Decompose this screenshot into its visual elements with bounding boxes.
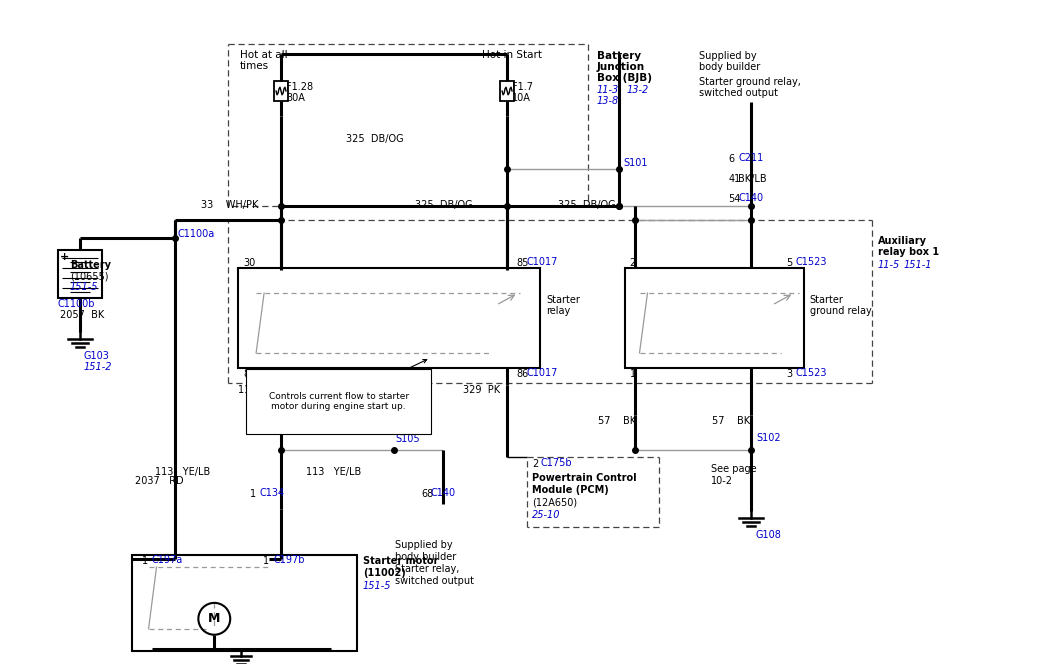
Bar xyxy=(500,81,514,101)
Text: Hot in Start: Hot in Start xyxy=(482,50,542,60)
Text: 151-2: 151-2 xyxy=(84,362,113,372)
Text: 41: 41 xyxy=(728,174,740,184)
Text: 325  DB/OG: 325 DB/OG xyxy=(346,134,403,144)
Text: 10A: 10A xyxy=(512,93,531,103)
Text: relay: relay xyxy=(546,306,570,316)
Text: Starter relay,: Starter relay, xyxy=(395,564,459,574)
Text: 1: 1 xyxy=(251,489,256,499)
Text: +: + xyxy=(60,252,69,262)
Text: 6: 6 xyxy=(728,154,734,164)
Text: Auxiliary: Auxiliary xyxy=(878,236,926,246)
Text: (12A650): (12A650) xyxy=(532,497,577,507)
Text: C140: C140 xyxy=(430,488,455,498)
Text: 325  DB/OG: 325 DB/OG xyxy=(416,200,473,209)
Text: Starter: Starter xyxy=(810,295,844,305)
Text: C1523: C1523 xyxy=(796,257,827,267)
Text: 13-2: 13-2 xyxy=(626,85,648,95)
Text: C140: C140 xyxy=(738,193,763,203)
Text: 5: 5 xyxy=(786,258,792,268)
Text: 2037   RD: 2037 RD xyxy=(135,476,184,486)
Text: 329  PK: 329 PK xyxy=(464,385,500,395)
Text: switched output: switched output xyxy=(395,576,474,586)
Text: Controls current flow to starter
motor during engine start up.: Controls current flow to starter motor d… xyxy=(268,360,427,412)
Text: C211: C211 xyxy=(738,153,763,163)
Text: body builder: body builder xyxy=(395,552,456,562)
Text: Battery: Battery xyxy=(70,260,111,270)
Text: C1100b: C1100b xyxy=(58,299,95,309)
Text: G108: G108 xyxy=(755,530,781,540)
Text: 151-5: 151-5 xyxy=(362,581,392,591)
Text: Starter: Starter xyxy=(546,295,579,305)
Text: times: times xyxy=(240,61,269,71)
Bar xyxy=(238,268,540,368)
Text: 1: 1 xyxy=(263,556,269,566)
Text: 86: 86 xyxy=(516,369,528,379)
Text: (11002): (11002) xyxy=(362,568,405,578)
Text: 30A: 30A xyxy=(286,93,305,103)
Bar xyxy=(58,250,101,298)
Text: C1523: C1523 xyxy=(796,368,827,378)
Bar xyxy=(274,81,288,101)
Bar xyxy=(624,268,804,368)
Text: C197a: C197a xyxy=(151,555,183,565)
Text: Hot at all: Hot at all xyxy=(240,50,288,60)
Text: S105: S105 xyxy=(396,434,420,444)
Text: Box (BJB): Box (BJB) xyxy=(597,73,651,83)
Text: 325  DB/OG: 325 DB/OG xyxy=(557,200,616,209)
Text: 54: 54 xyxy=(728,194,740,203)
Text: C175b: C175b xyxy=(541,458,572,468)
Text: Junction: Junction xyxy=(597,62,645,72)
Text: F1.28: F1.28 xyxy=(286,82,313,92)
Text: 33    WH/PK: 33 WH/PK xyxy=(201,200,259,209)
Text: 11-3: 11-3 xyxy=(597,85,619,95)
Text: 113   YE/LB: 113 YE/LB xyxy=(155,467,210,477)
Text: See page: See page xyxy=(711,464,757,474)
Text: C1017: C1017 xyxy=(527,368,559,378)
Text: 13-8: 13-8 xyxy=(597,96,619,106)
Bar xyxy=(132,555,357,650)
Text: F1.7: F1.7 xyxy=(512,82,533,92)
Text: 151-1: 151-1 xyxy=(903,260,932,270)
Text: 113   YE/LB: 113 YE/LB xyxy=(306,467,361,477)
Text: M: M xyxy=(208,612,220,625)
Text: Powertrain Control: Powertrain Control xyxy=(532,473,637,483)
Text: ground relay: ground relay xyxy=(810,306,872,316)
Text: S102: S102 xyxy=(756,432,781,443)
Text: 1: 1 xyxy=(142,556,147,566)
Text: relay box 1: relay box 1 xyxy=(878,247,939,257)
Text: Supplied by: Supplied by xyxy=(699,51,757,61)
Text: 151-5: 151-5 xyxy=(70,282,98,292)
Text: (10655): (10655) xyxy=(70,271,109,281)
Text: 85: 85 xyxy=(516,258,528,268)
Text: 30: 30 xyxy=(243,258,256,268)
Text: C134: C134 xyxy=(259,488,284,498)
Text: 2: 2 xyxy=(532,460,539,469)
Text: C197b: C197b xyxy=(274,555,305,565)
Text: 68: 68 xyxy=(422,489,433,499)
Text: 2057  BK: 2057 BK xyxy=(60,310,104,320)
Text: 3: 3 xyxy=(786,369,792,379)
Text: 57    BK: 57 BK xyxy=(712,416,751,426)
Text: C1017: C1017 xyxy=(527,257,559,267)
Text: BK/LB: BK/LB xyxy=(738,174,766,184)
Text: 25-10: 25-10 xyxy=(532,510,561,520)
Text: Starter motor: Starter motor xyxy=(362,556,438,566)
Text: C1100a: C1100a xyxy=(177,229,215,239)
Text: Supplied by: Supplied by xyxy=(395,540,452,550)
Text: 11-5: 11-5 xyxy=(878,260,900,270)
Text: 57    BK: 57 BK xyxy=(597,416,636,426)
Text: 1: 1 xyxy=(630,369,636,379)
Text: S101: S101 xyxy=(623,158,648,168)
Text: 2: 2 xyxy=(630,258,636,268)
Text: G103: G103 xyxy=(84,351,110,361)
Text: switched output: switched output xyxy=(699,88,778,98)
Text: 87: 87 xyxy=(243,369,256,379)
Text: body builder: body builder xyxy=(699,62,760,72)
Text: 113   YE/LB: 113 YE/LB xyxy=(238,385,293,395)
Text: Module (PCM): Module (PCM) xyxy=(532,485,609,495)
Text: Battery: Battery xyxy=(597,51,641,61)
Text: 10-2: 10-2 xyxy=(711,476,733,486)
Text: Starter ground relay,: Starter ground relay, xyxy=(699,77,801,87)
